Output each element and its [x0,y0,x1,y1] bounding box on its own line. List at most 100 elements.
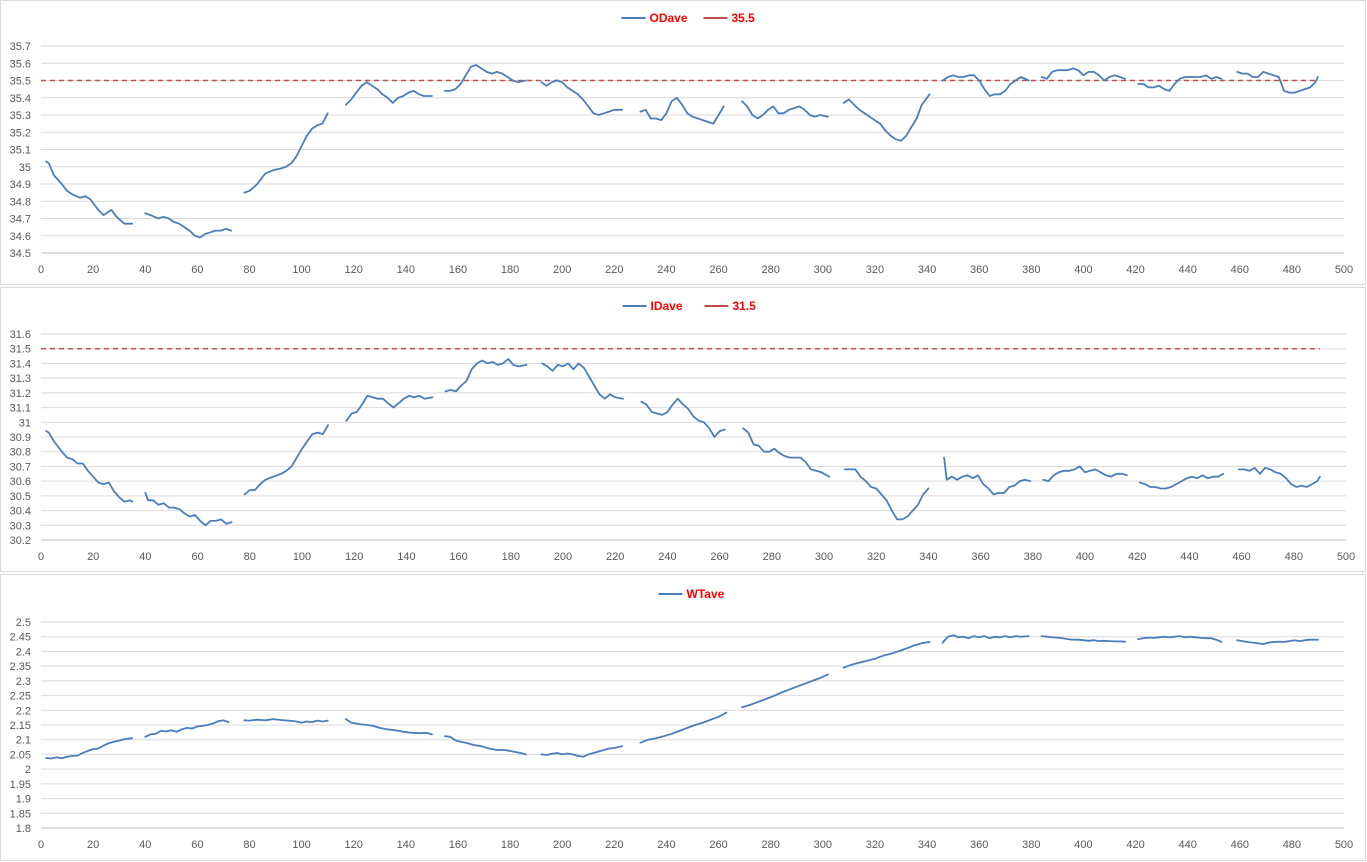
x-tick-label: 260 [709,264,727,276]
x-tick-label: 40 [139,551,151,563]
x-tick-label: 0 [38,264,44,276]
x-tick-label: 140 [397,839,415,851]
y-tick-label: 35 [19,162,31,174]
series-line-wtave [1236,638,1319,645]
series-line-idave [742,427,831,478]
x-tick-label: 180 [502,551,520,563]
series-line-odave [1137,74,1223,92]
series-line-idave [1042,465,1128,483]
series-line-odave [1040,67,1126,82]
series-line-idave [1238,466,1321,488]
x-tick-label: 380 [1022,839,1040,851]
x-tick-label: 320 [867,551,885,563]
x-tick-label: 40 [139,839,151,851]
x-tick-label: 20 [87,264,99,276]
y-tick-label: 2.5 [16,617,31,629]
series-line-wtave [1137,635,1223,643]
x-tick-label: 480 [1285,551,1303,563]
x-tick-label: 20 [87,839,99,851]
series-line-odave [639,96,725,125]
y-tick-label: 31.6 [10,329,31,341]
legend-label-idave: IDave [651,299,683,313]
x-tick-label: 0 [38,551,44,563]
x-tick-label: 500 [1335,839,1353,851]
series-line-wtave [243,718,329,724]
y-tick-label: 30.5 [10,491,31,503]
series-line-wtave [941,634,1030,644]
y-tick-label: 30.6 [10,476,31,488]
y-tick-label: 35.2 [10,127,31,139]
y-tick-label: 2 [25,764,31,776]
y-tick-label: 34.5 [10,248,31,260]
x-tick-label: 280 [763,551,781,563]
x-tick-label: 280 [762,264,780,276]
y-tick-label: 2.05 [10,749,31,761]
series-line-idave [444,358,528,393]
y-tick-label: 31 [19,417,31,429]
x-tick-label: 360 [970,839,988,851]
x-tick-label: 460 [1231,839,1249,851]
y-tick-label: 30.8 [10,447,31,459]
legend: ODave 35.5 [621,11,755,25]
chart-panel-odave: 34.5 34.6 34.7 34.8 34.9 35 35.1 35.2 35.3 35.4 35… [0,0,1366,285]
y-tick-label: 35.4 [10,93,31,105]
x-tick-label: 320 [866,839,884,851]
series-line-wtave [842,641,931,669]
series-line-wtave [639,711,728,744]
x-tick-label: 200 [553,264,571,276]
x-tick-label: 140 [397,551,415,563]
y-tick-label: 2.15 [10,720,31,732]
series-line-odave [45,160,134,225]
x-tick-label: 300 [814,264,832,276]
y-tick-label: 1.85 [10,808,31,820]
y-tick-label: 2.3 [16,676,31,688]
x-tick-label: 420 [1126,839,1144,851]
x-tick-label: 0 [38,839,44,851]
y-tick-label: 34.9 [10,179,31,191]
x-tick-label: 140 [397,264,415,276]
y-tick-label: 35.5 [10,76,31,88]
x-tick-label: 340 [918,839,936,851]
x-tick-label: 240 [657,839,675,851]
idave-chart: 30.2 30.3 30.4 30.5 30.6 30.7 30.8 30.9 31 31.1 31… [10,299,1356,563]
y-tick-label: 31.1 [10,403,31,415]
series-line-odave [144,212,233,239]
x-tick-label: 180 [501,264,519,276]
x-tick-label: 460 [1231,264,1249,276]
odave-chart: 34.5 34.6 34.7 34.8 34.9 35 35.1 35.2 35.3 35.4 35… [10,11,1354,276]
y-tick-label: 1.9 [16,794,31,806]
x-tick-label: 500 [1335,264,1353,276]
x-tick-label: 340 [918,264,936,276]
series-line-idave [640,397,726,438]
x-tick-label: 180 [501,839,519,851]
x-tick-label: 260 [709,839,727,851]
series-line-idave [1138,472,1225,490]
series-line-odave [540,79,623,116]
x-tick-label: 40 [139,264,151,276]
x-tick-label: 440 [1178,839,1196,851]
series-line-wtave [344,718,433,736]
series-line-odave [842,93,931,142]
y-tick-label: 35.7 [10,41,31,53]
series-line-wtave [540,745,623,758]
y-tick-label: 35.3 [10,110,31,122]
y-tick-label: 1.8 [16,823,31,835]
chart-panel-idave: 30.2 30.3 30.4 30.5 30.6 30.7 30.8 30.9 31 31.1 31… [0,287,1366,572]
x-tick-label: 380 [1024,551,1042,563]
x-tick-label: 480 [1283,839,1301,851]
y-tick-label: 2.25 [10,691,31,703]
y-tick-label: 30.9 [10,432,31,444]
y-tick-label: 30.3 [10,520,31,532]
x-tick-label: 400 [1076,551,1094,563]
x-tick-label: 200 [553,839,571,851]
series-line-odave [741,100,829,120]
legend-label-wtave: WTave [687,587,725,601]
x-tick-label: 220 [605,264,623,276]
x-tick-label: 440 [1180,551,1198,563]
series-line-idave [345,394,434,422]
y-tick-label: 31.3 [10,373,31,385]
series-line-wtave [1040,635,1126,643]
y-tick-label: 2.45 [10,632,31,644]
series-line-wtave [443,735,527,756]
x-tick-label: 420 [1128,551,1146,563]
